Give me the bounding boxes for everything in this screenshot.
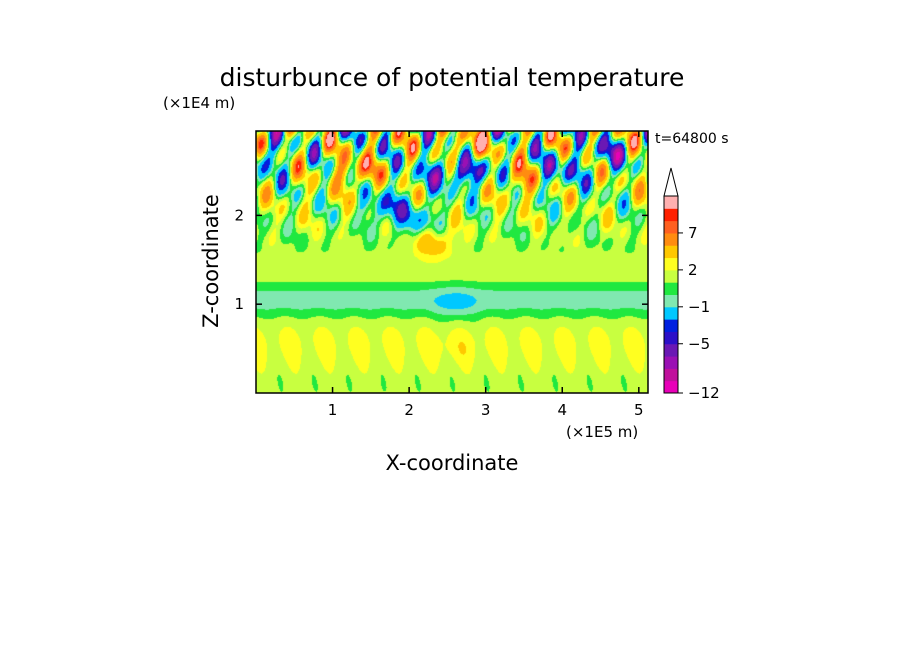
colorbar-tick-label: −1: [688, 298, 710, 316]
time-label: t=64800 s: [655, 131, 729, 147]
colorbar-segment: [664, 343, 678, 357]
plot-frame: [255, 130, 649, 394]
colorbar-tick-label: 7: [688, 224, 698, 242]
chart-title: disturbunce of potential temperature: [220, 63, 685, 92]
colorbar-segment: [664, 306, 678, 320]
colorbar-tick-label: −5: [688, 335, 710, 353]
x-tick-label: 4: [557, 401, 567, 419]
colorbar-segment: [664, 232, 678, 246]
colorbar-tick-label: −12: [688, 384, 720, 402]
colorbar-segment: [664, 356, 678, 369]
colorbar-segment: [664, 380, 678, 394]
y-axis: 12: [234, 206, 648, 313]
colorbar-segment: [664, 220, 678, 234]
colorbar-segment: [664, 294, 678, 308]
colorbar-segment: [664, 282, 678, 295]
contour-field: [256, 131, 648, 393]
x-unit-label: (×1E5 m): [566, 423, 638, 441]
y-unit-label: (×1E4 m): [163, 94, 235, 112]
colorbar-extend-arrow: [663, 167, 679, 197]
colorbar: −12−5−127: [663, 167, 720, 402]
x-axis-label: X-coordinate: [386, 451, 519, 475]
y-tick-label: 2: [234, 206, 244, 224]
x-tick-label: 1: [328, 401, 338, 419]
x-axis: 1 2 3 4 5: [328, 131, 644, 419]
colorbar-tick-label: 2: [688, 261, 698, 279]
colorbar-segment: [664, 208, 678, 222]
colorbar-segment: [664, 257, 678, 271]
colorbar-segment: [664, 368, 678, 382]
y-tick-label: 1: [234, 295, 244, 313]
y-axis-label: Z-coordinate: [199, 194, 223, 328]
colorbar-segment: [664, 331, 678, 345]
x-tick-label: 5: [634, 401, 644, 419]
colorbar-segment: [664, 196, 678, 209]
colorbar-segment: [664, 319, 678, 332]
x-tick-label: 3: [481, 401, 491, 419]
x-tick-label: 2: [404, 401, 414, 419]
colorbar-segment: [664, 269, 678, 283]
colorbar-segment: [664, 245, 678, 259]
